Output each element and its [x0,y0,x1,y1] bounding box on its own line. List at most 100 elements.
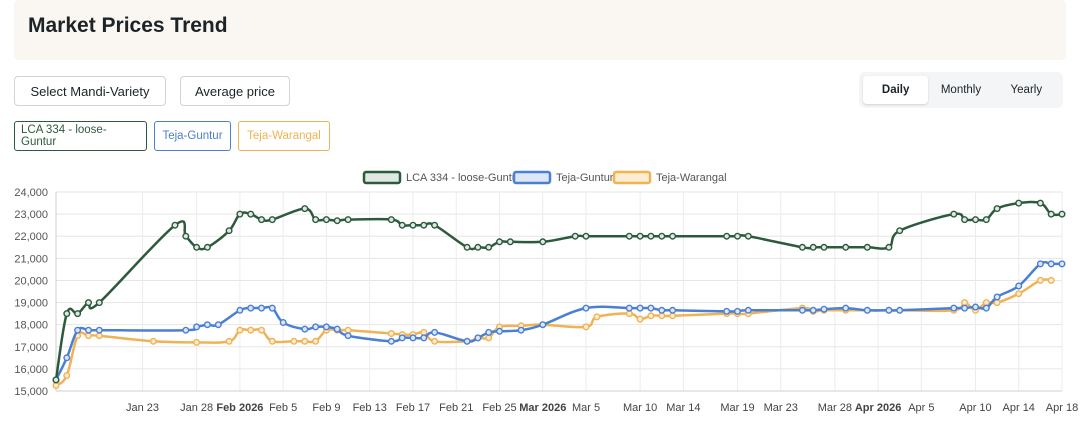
x-tick-label: Jan 28 [180,402,213,414]
data-point [387,337,395,345]
chip-lca334-guntur[interactable]: LCA 334 - loose-Guntur [14,121,147,151]
select-mandi-variety-button[interactable]: Select Mandi-Variety [14,76,166,106]
x-tick-label: Apr 2026 [855,402,901,414]
data-point [387,216,395,224]
data-point [236,306,244,314]
y-tick-label: 23,000 [14,209,48,221]
data-point [625,310,633,318]
data-point [182,232,190,240]
tab-yearly[interactable]: Yearly [1010,84,1043,96]
data-point [203,243,211,251]
data-point [885,243,893,251]
data-point [258,304,266,312]
legend-label: LCA 334 - loose-Guntur [406,172,522,184]
legend-swatch [362,170,402,185]
data-point [863,306,871,314]
data-point [734,232,742,240]
data-point [496,238,504,246]
data-point [344,326,352,334]
y-tick-label: 17,000 [14,342,48,354]
data-point [322,323,330,331]
data-point [95,299,103,307]
chip-teja-guntur[interactable]: Teja-Guntur [154,121,231,151]
x-tick-label: Mar 2026 [519,402,566,414]
data-point [409,221,417,229]
data-point [842,304,850,312]
x-tick-label: Feb 21 [439,402,473,414]
data-point [1058,260,1066,268]
data-point [398,334,406,342]
data-point [842,243,850,251]
average-price-button[interactable]: Average price [180,76,290,106]
data-point [193,323,201,331]
data-point [474,334,482,342]
data-point [982,216,990,224]
legend-swatch [612,170,652,185]
data-point [1047,210,1055,218]
data-point [582,304,590,312]
data-point [247,304,255,312]
data-point [506,238,514,246]
data-point [333,217,341,225]
data-point [582,323,590,331]
x-tick-label: Feb 5 [269,402,297,414]
data-point [52,382,60,390]
data-point [896,306,904,314]
data-point [193,243,201,251]
data-point [149,337,157,345]
series-1 [52,260,1066,384]
tab-monthly[interactable]: Monthly [940,84,982,96]
data-point [63,354,71,362]
legend-swatch [512,170,552,185]
data-point [593,313,601,321]
data-point [1036,260,1044,268]
data-point [63,372,71,380]
data-point [625,232,633,240]
period-toggle: Daily Monthly Yearly [859,72,1063,108]
data-point [84,299,92,307]
data-point [225,227,233,235]
data-point [636,232,644,240]
data-point [63,310,71,318]
data-point [571,232,579,240]
data-point [268,216,276,224]
data-point [420,334,428,342]
data-point [982,304,990,312]
data-point [1047,260,1055,268]
data-point [658,312,666,320]
data-point [1058,210,1066,218]
data-point [322,216,330,224]
x-tick-label: Mar 23 [764,402,798,414]
x-tick-label: Apr 14 [1003,402,1035,414]
data-point [344,332,352,340]
y-tick-label: 21,000 [14,253,48,265]
series-line [54,200,1063,381]
tab-daily[interactable]: Daily [863,76,929,104]
data-point [236,326,244,334]
data-point [961,304,969,312]
data-point [647,312,655,320]
data-point [669,232,677,240]
x-tick-label: Mar 14 [666,402,700,414]
series-line [55,278,1052,387]
data-point [258,326,266,334]
data-point [647,304,655,312]
data-point [982,299,990,307]
data-point [301,205,309,213]
data-point [431,328,439,336]
data-point [463,337,471,345]
x-tick-label: Mar 5 [572,402,600,414]
chip-teja-warangal[interactable]: Teja-Warangal [238,121,330,151]
data-point [658,232,666,240]
page-title: Market Prices Trend [28,14,228,37]
data-point [636,315,644,323]
data-point [268,337,276,345]
data-point [258,216,266,224]
data-point [409,334,417,342]
x-tick-label: Feb 2026 [216,402,263,414]
data-point [723,232,731,240]
data-point [1047,276,1055,284]
x-axis: Jan 23 Jan 28 Feb 2026 Feb 5 Feb 9 Feb 13 Feb … [126,402,1078,414]
data-point [193,338,201,346]
